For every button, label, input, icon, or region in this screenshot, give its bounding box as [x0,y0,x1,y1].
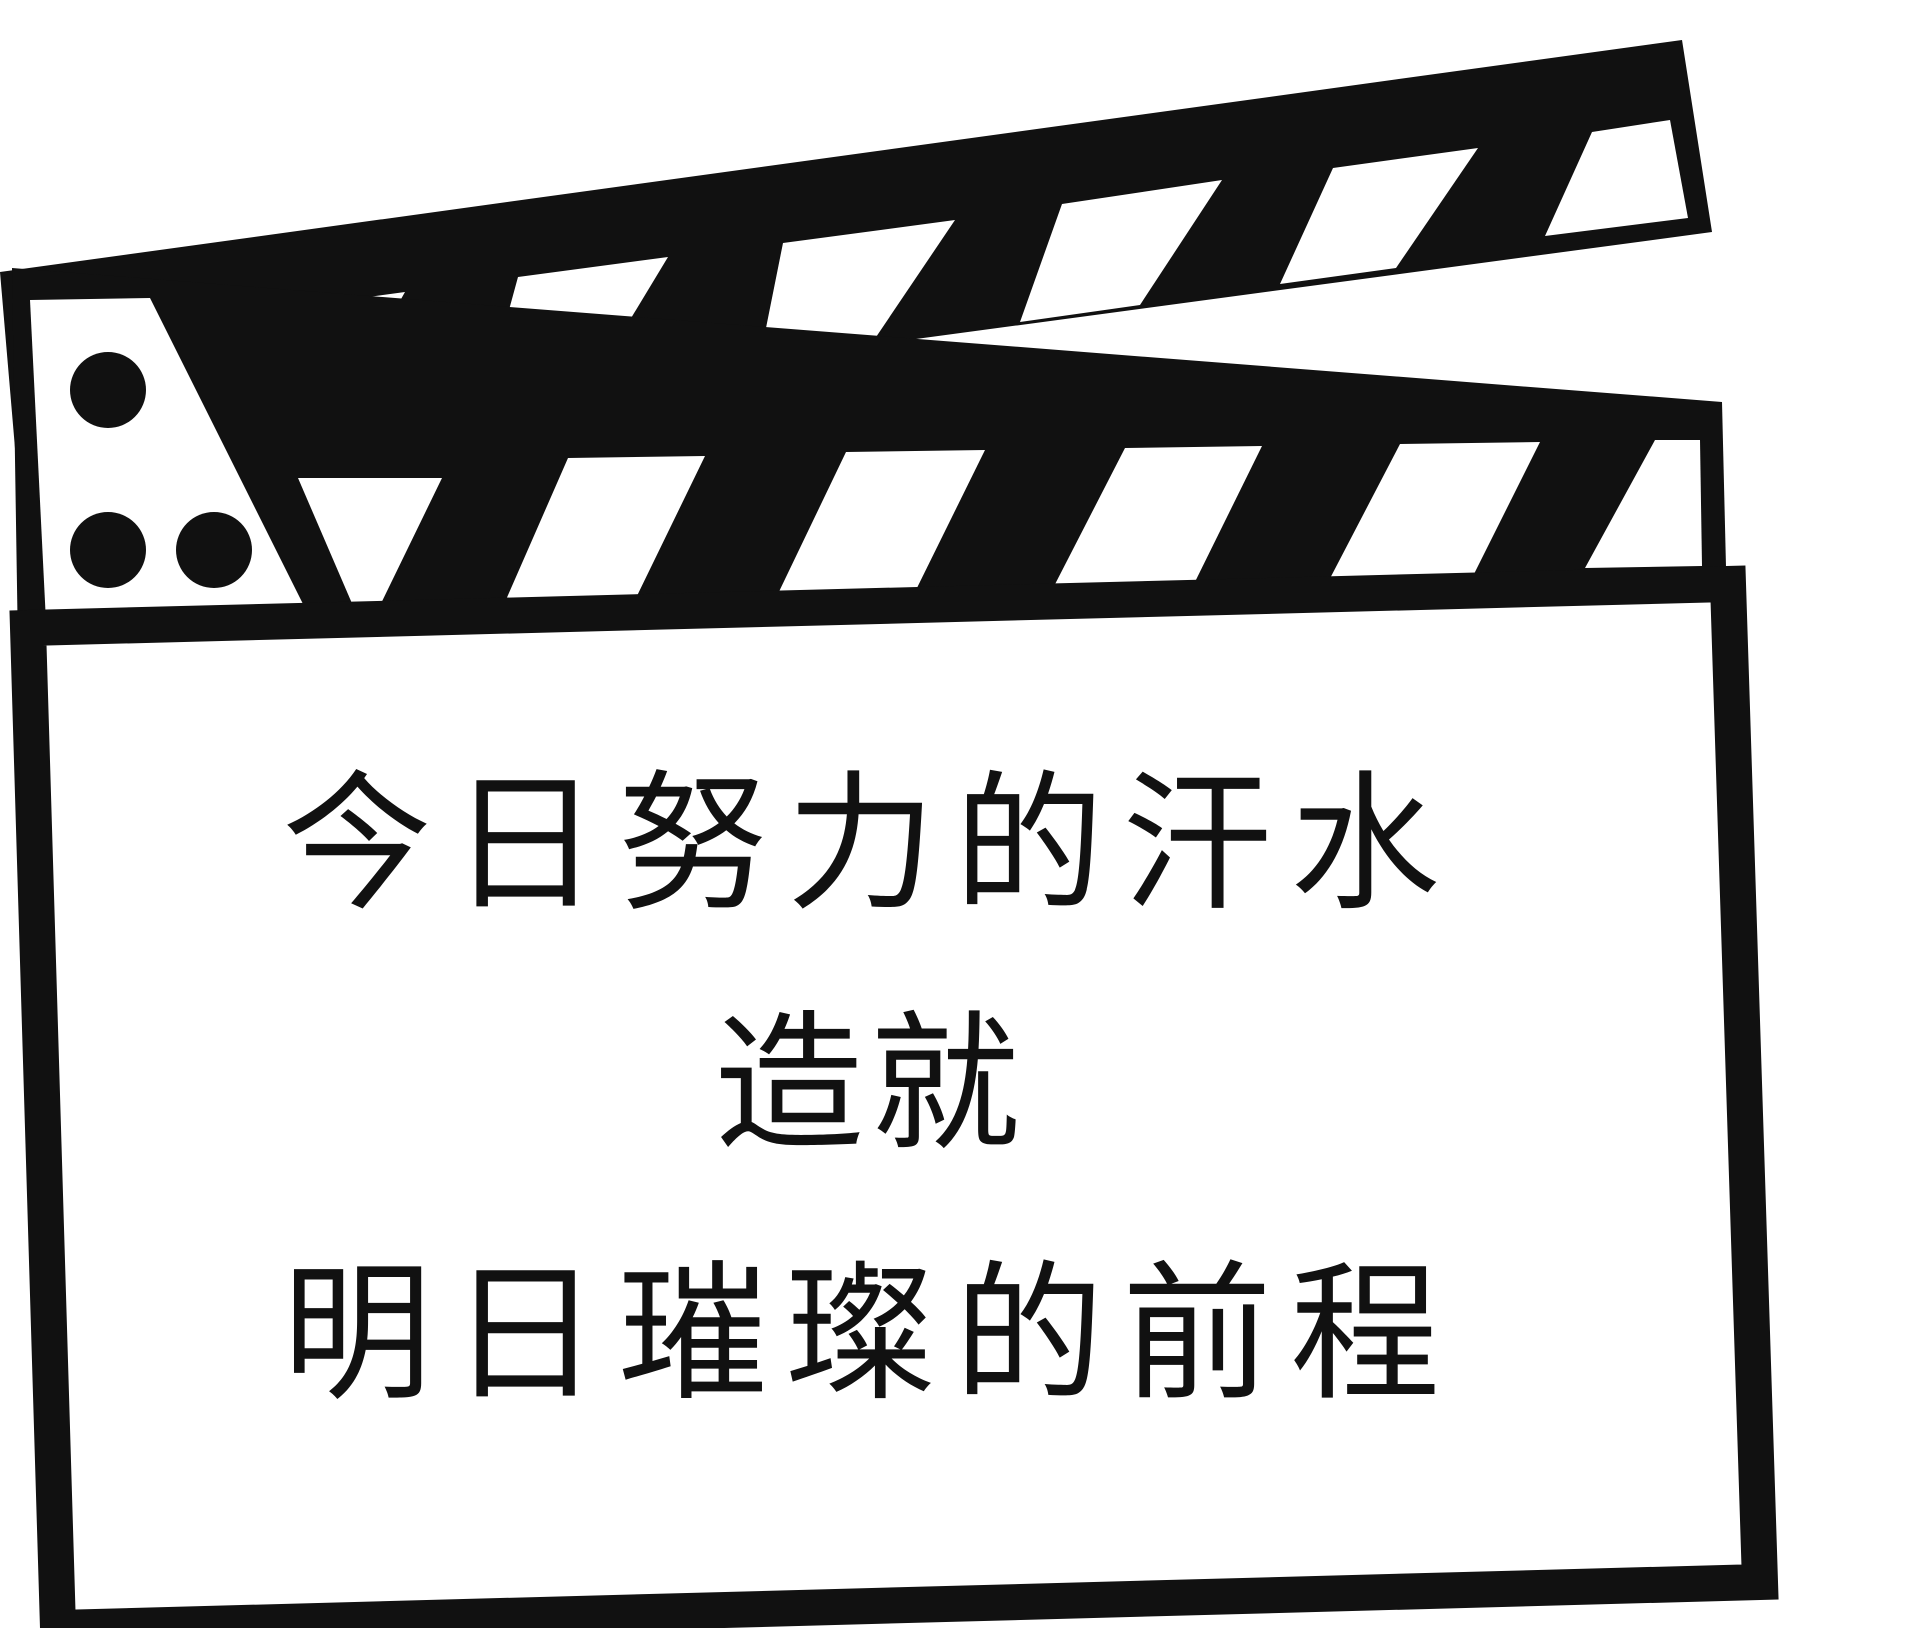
clapper-bottom-stripe [505,456,705,602]
slate-text-line-2: 造就 [713,998,1026,1172]
clapper-bottom-stripe [298,478,442,622]
clapper-bottom-stripe [1050,446,1262,594]
slate-board [9,565,1779,1628]
clapper-bottom-stripe [1325,442,1540,588]
slate-text-line-3: 明日璀璨的前程 [281,1248,1458,1422]
clapper-top-stripe [760,220,955,358]
clapper-bottom-stripe [775,450,985,600]
clapper-bottom-stick [12,268,1728,650]
slate-text-line-1: 今日努力的汗水 [281,758,1458,932]
clapper-top-stripe [1020,180,1222,322]
hinge-dot [176,512,252,588]
clapper-bottom-stripe [1585,440,1702,568]
clapper-top-stripe [1280,148,1478,284]
hinge-dot [70,512,146,588]
hinge-dot [70,352,146,428]
clapper-top-stripe [1545,120,1688,236]
